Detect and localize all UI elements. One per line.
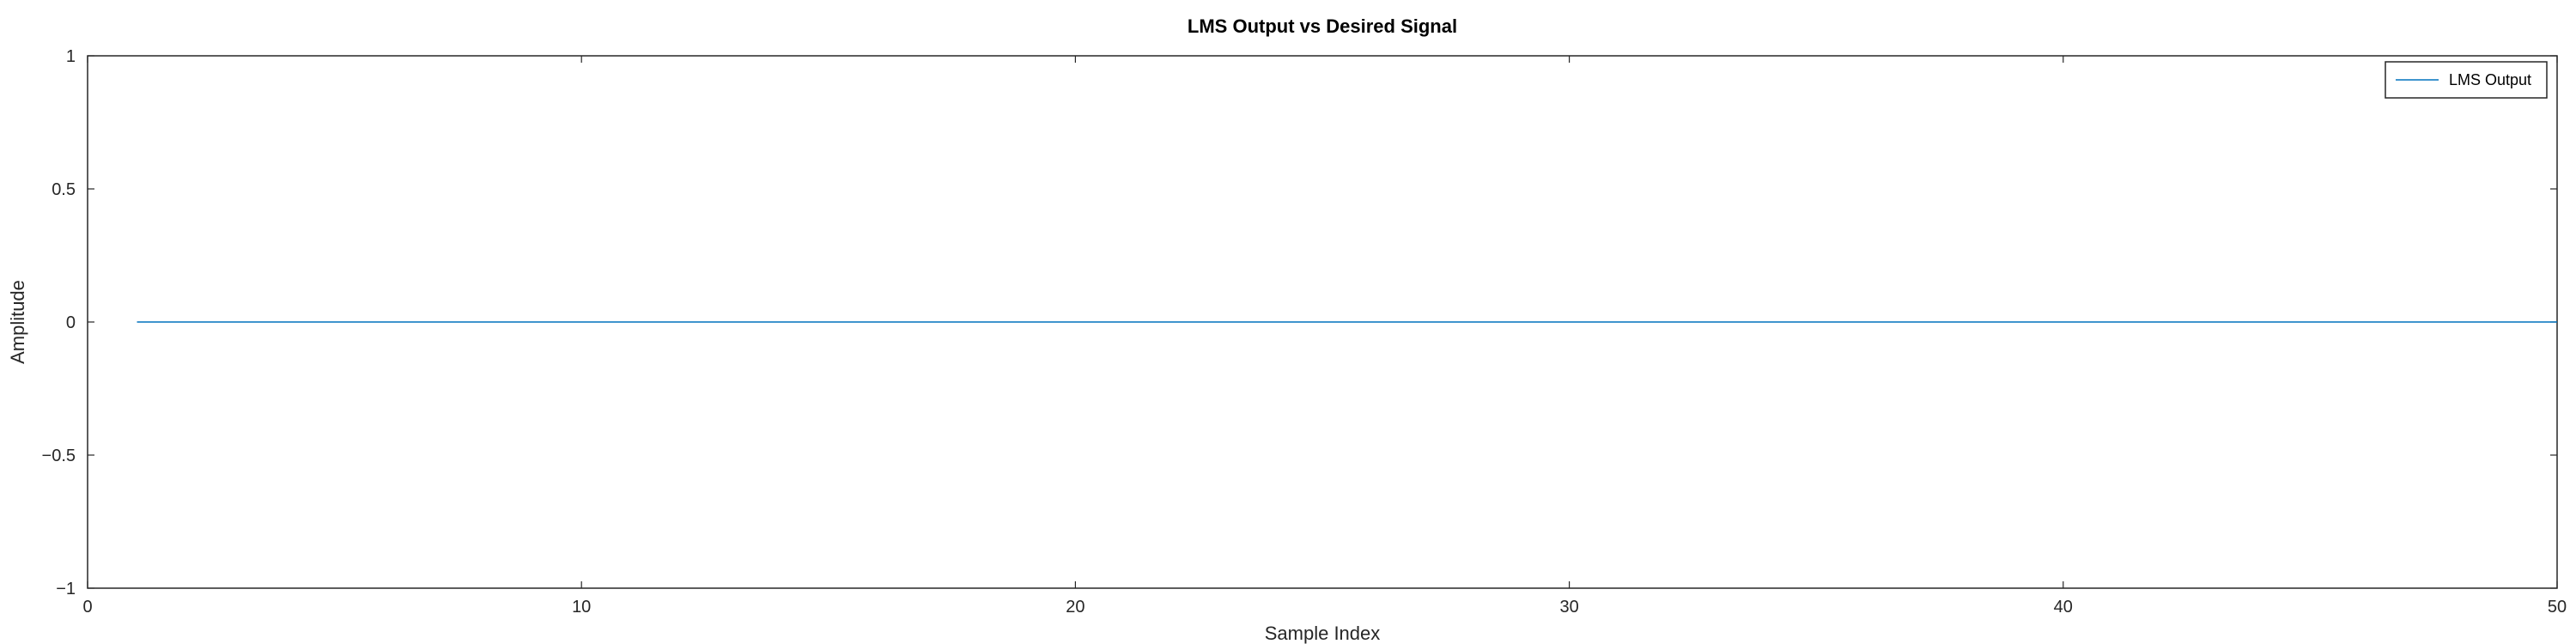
legend: LMS Output bbox=[2385, 61, 2548, 99]
y-tick-label: −1 bbox=[56, 580, 76, 598]
y-axis-label: Amplitude bbox=[7, 280, 28, 364]
x-axis-label: Sample Index bbox=[1265, 623, 1381, 644]
y-tick-label: 0 bbox=[66, 313, 76, 332]
x-tick-label: 50 bbox=[2548, 598, 2567, 617]
y-tick-label: 0.5 bbox=[52, 180, 76, 199]
x-axis: 0 10 20 30 40 50 bbox=[82, 56, 2567, 617]
legend-entry-lms-output: LMS Output bbox=[2449, 71, 2531, 88]
x-tick-label: 40 bbox=[2054, 598, 2073, 617]
x-tick-label: 20 bbox=[1066, 598, 1084, 617]
y-axis: 1 0.5 0 −0.5 −1 bbox=[42, 47, 2557, 598]
y-tick-label: 1 bbox=[66, 47, 76, 66]
x-tick-label: 10 bbox=[572, 598, 591, 617]
x-tick-label: 0 bbox=[82, 598, 92, 617]
y-tick-label: −0.5 bbox=[42, 447, 76, 465]
chart-title: LMS Output vs Desired Signal bbox=[1188, 15, 1457, 37]
x-tick-label: 30 bbox=[1559, 598, 1578, 617]
